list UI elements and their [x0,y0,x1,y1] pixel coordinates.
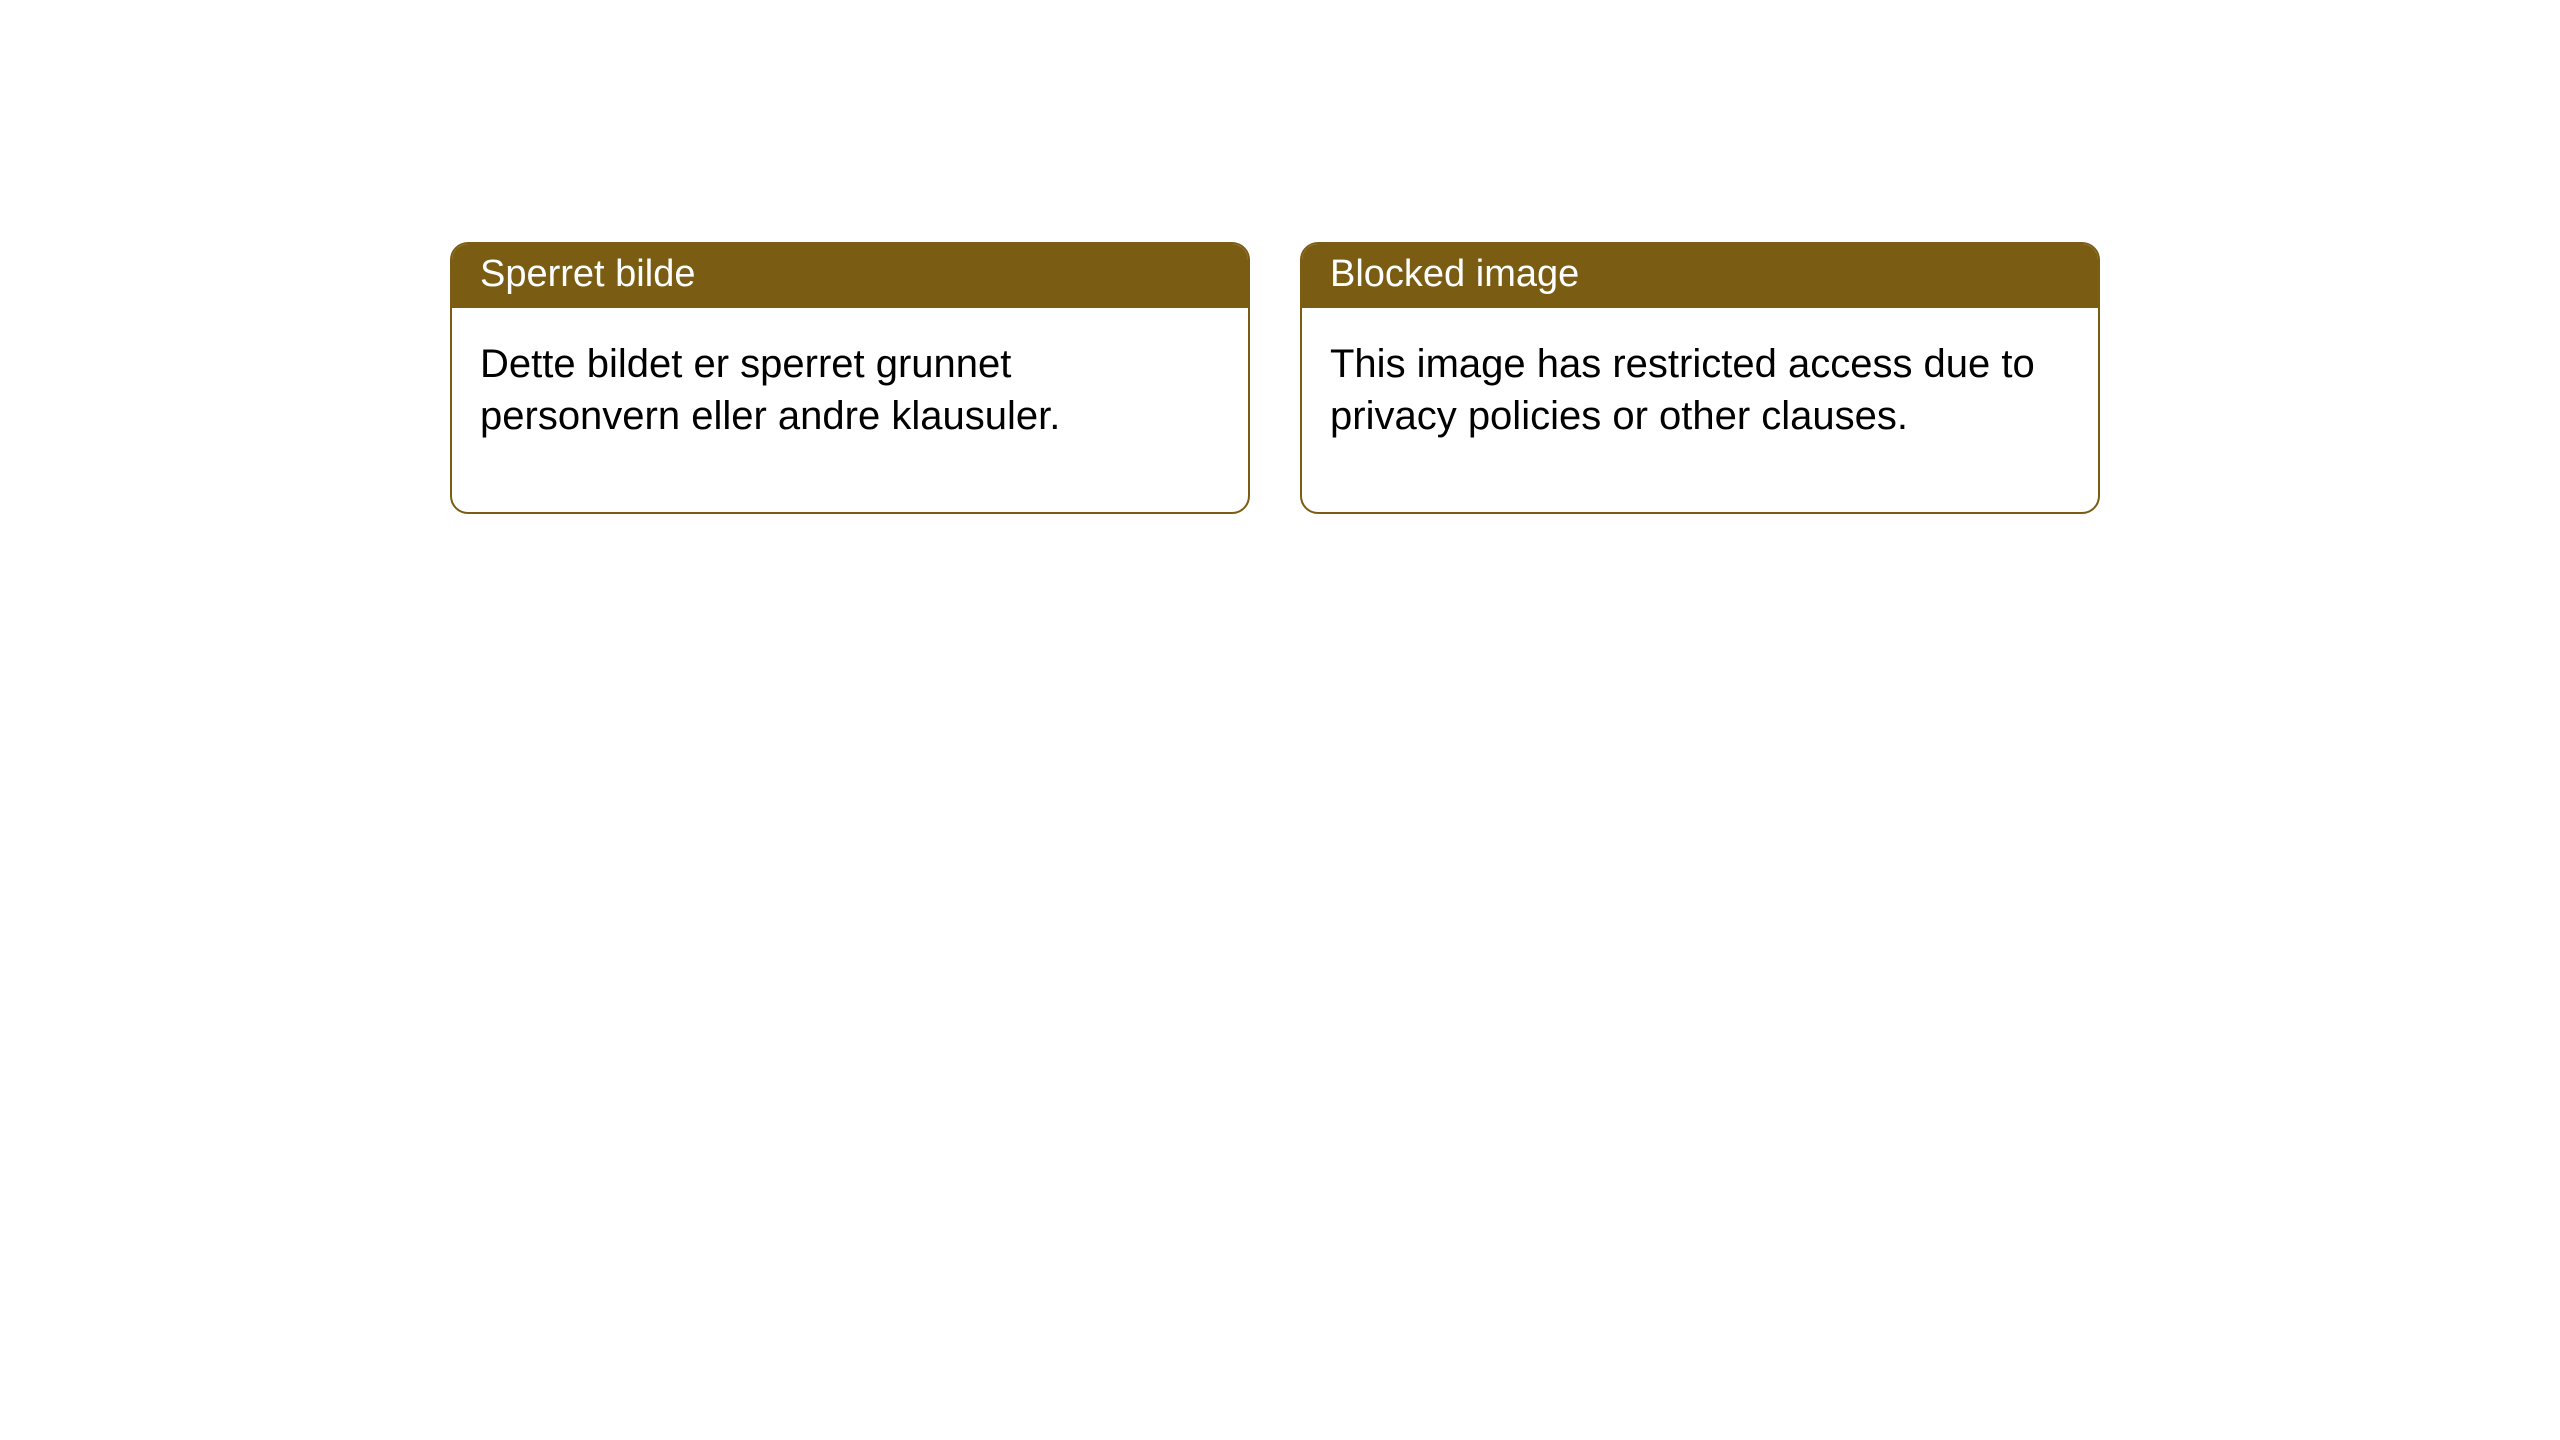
card-header: Sperret bilde [452,244,1248,308]
card-header: Blocked image [1302,244,2098,308]
card-title: Sperret bilde [480,253,695,295]
card-body-text: This image has restricted access due to … [1330,342,2035,438]
notice-container: Sperret bilde Dette bildet er sperret gr… [0,0,2560,514]
notice-card-norwegian: Sperret bilde Dette bildet er sperret gr… [450,242,1250,514]
card-body: This image has restricted access due to … [1302,308,2098,512]
notice-card-english: Blocked image This image has restricted … [1300,242,2100,514]
card-body-text: Dette bildet er sperret grunnet personve… [480,342,1060,438]
card-body: Dette bildet er sperret grunnet personve… [452,308,1248,512]
card-title: Blocked image [1330,253,1579,295]
